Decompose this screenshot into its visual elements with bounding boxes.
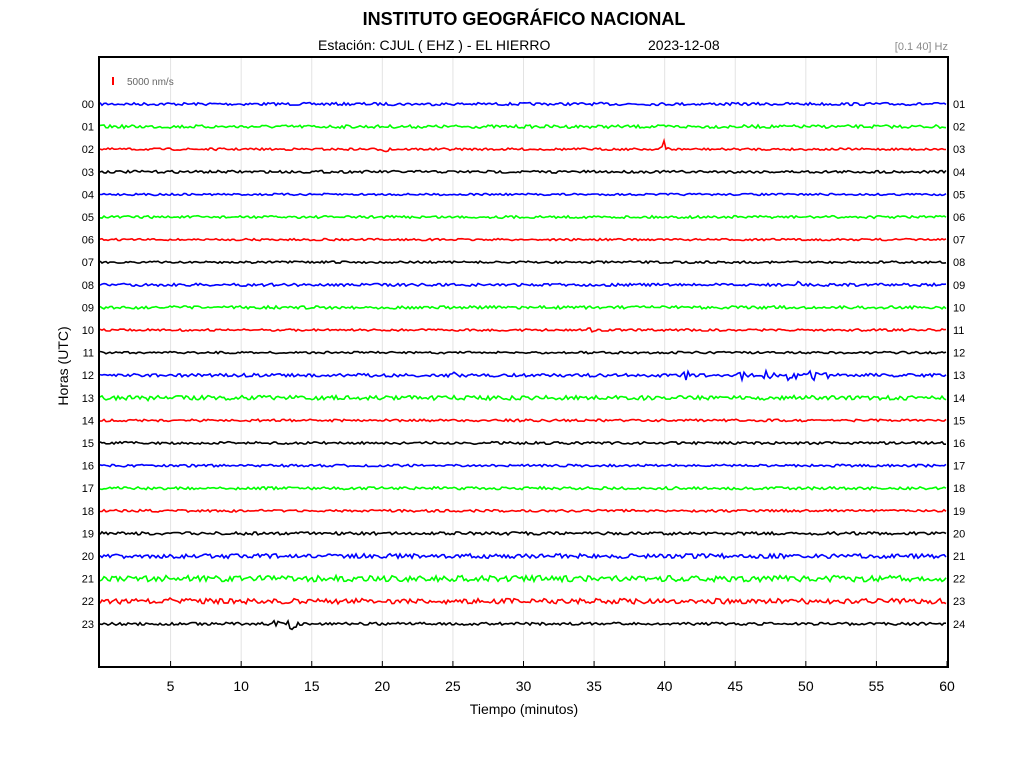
right-hour-label: 15 [953,415,965,427]
x-tick-label: 45 [727,678,743,694]
right-hour-label: 05 [953,189,965,201]
trace-row-05 [99,214,947,220]
right-hour-label: 06 [953,212,965,224]
left-hour-label: 13 [82,393,94,405]
left-hour-label: 19 [82,528,94,540]
trace-row-19 [99,530,947,537]
left-hour-label: 07 [82,257,94,269]
trace-row-04 [99,192,947,197]
trace-row-15 [99,440,946,446]
left-hour-label: 11 [83,348,94,360]
left-hour-label: 23 [82,619,94,631]
x-tick-label: 30 [516,678,532,694]
right-hour-label: 23 [953,596,965,608]
right-hour-label: 08 [953,257,965,269]
y-axis-label: Horas (UTC) [55,326,71,405]
right-hour-label: 01 [953,99,965,111]
trace-row-18 [100,508,947,514]
x-tick-label: 15 [304,678,320,694]
right-hour-label: 14 [953,393,965,405]
trace-row-14 [99,418,947,423]
x-tick-label: 35 [586,678,602,694]
left-hour-label: 14 [82,415,94,427]
scale-bar [112,77,114,85]
trace-row-06 [99,237,947,242]
trace-row-02 [99,137,946,153]
right-hour-label: 07 [953,235,965,247]
x-tick-label: 55 [869,678,885,694]
date-label: 2023-12-08 [648,37,720,53]
right-hour-label: 19 [953,506,965,518]
left-hour-label: 03 [82,167,94,179]
left-hour-label: 15 [82,438,94,450]
x-axis-label: Tiempo (minutos) [470,701,578,717]
right-hour-label: 02 [953,122,965,134]
trace-row-21 [99,573,947,584]
right-hour-label: 10 [953,302,965,314]
right-hour-label: 24 [953,619,965,631]
trace-row-12 [99,368,947,383]
x-tick-label: 60 [939,678,955,694]
trace-row-17 [99,485,947,491]
left-hour-label: 04 [82,189,94,201]
trace-row-00 [99,101,947,107]
left-hour-label: 21 [82,574,94,586]
left-hour-label: 05 [82,212,94,224]
left-hour-label: 20 [82,551,94,563]
axis-labels: 5 10 15 20 25 30 35 40 45 50 55 60 00 01 01 02 02 03 03 04 0… [82,99,966,694]
right-hour-label: 04 [953,167,965,179]
left-hour-label: 01 [82,122,94,134]
left-hour-label: 06 [82,235,94,247]
scale-label: 5000 nm/s [127,77,174,88]
left-hour-label: 18 [82,506,94,518]
left-hour-label: 09 [82,302,94,314]
chart-title: INSTITUTO GEOGRÁFICO NACIONAL [362,9,686,29]
right-hour-label: 12 [953,348,965,360]
grid-lines [170,57,877,667]
trace-row-13 [99,394,947,402]
left-hour-label: 16 [82,461,94,473]
trace-row-20 [99,552,947,560]
trace-row-10 [99,327,947,333]
filter-band-label: [0.1 40] Hz [894,41,948,53]
left-hour-label: 12 [82,370,94,382]
right-hour-label: 11 [953,325,964,337]
trace-row-11 [99,350,947,355]
x-tick-label: 20 [375,678,391,694]
x-tick-label: 10 [233,678,249,694]
right-hour-label: 09 [953,280,965,292]
x-tick-label: 40 [657,678,673,694]
trace-row-23 [99,619,946,631]
right-hour-label: 22 [953,574,965,586]
x-tick-label: 50 [798,678,814,694]
trace-row-03 [99,169,947,175]
left-hour-label: 10 [82,325,94,337]
trace-row-09 [99,304,947,311]
trace-row-07 [99,259,947,265]
trace-row-08 [99,280,947,288]
right-hour-label: 16 [953,438,965,450]
left-hour-label: 02 [82,144,94,156]
right-hour-label: 18 [953,483,965,495]
x-tick-label: 25 [445,678,461,694]
right-hour-label: 03 [953,144,965,156]
x-tick-label: 5 [167,678,175,694]
trace-row-22 [99,596,947,606]
trace-row-16 [99,463,947,469]
left-hour-label: 17 [82,483,94,495]
right-hour-label: 21 [953,551,965,563]
seismic-traces [99,101,947,631]
right-hour-label: 13 [953,370,965,382]
left-hour-label: 22 [82,596,94,608]
trace-row-01 [99,123,947,130]
right-hour-label: 17 [953,461,965,473]
station-label: Estación: CJUL ( EHZ ) - EL HIERRO [318,37,551,53]
left-hour-label: 00 [82,99,94,111]
right-hour-label: 20 [953,528,965,540]
left-hour-label: 08 [82,280,94,292]
